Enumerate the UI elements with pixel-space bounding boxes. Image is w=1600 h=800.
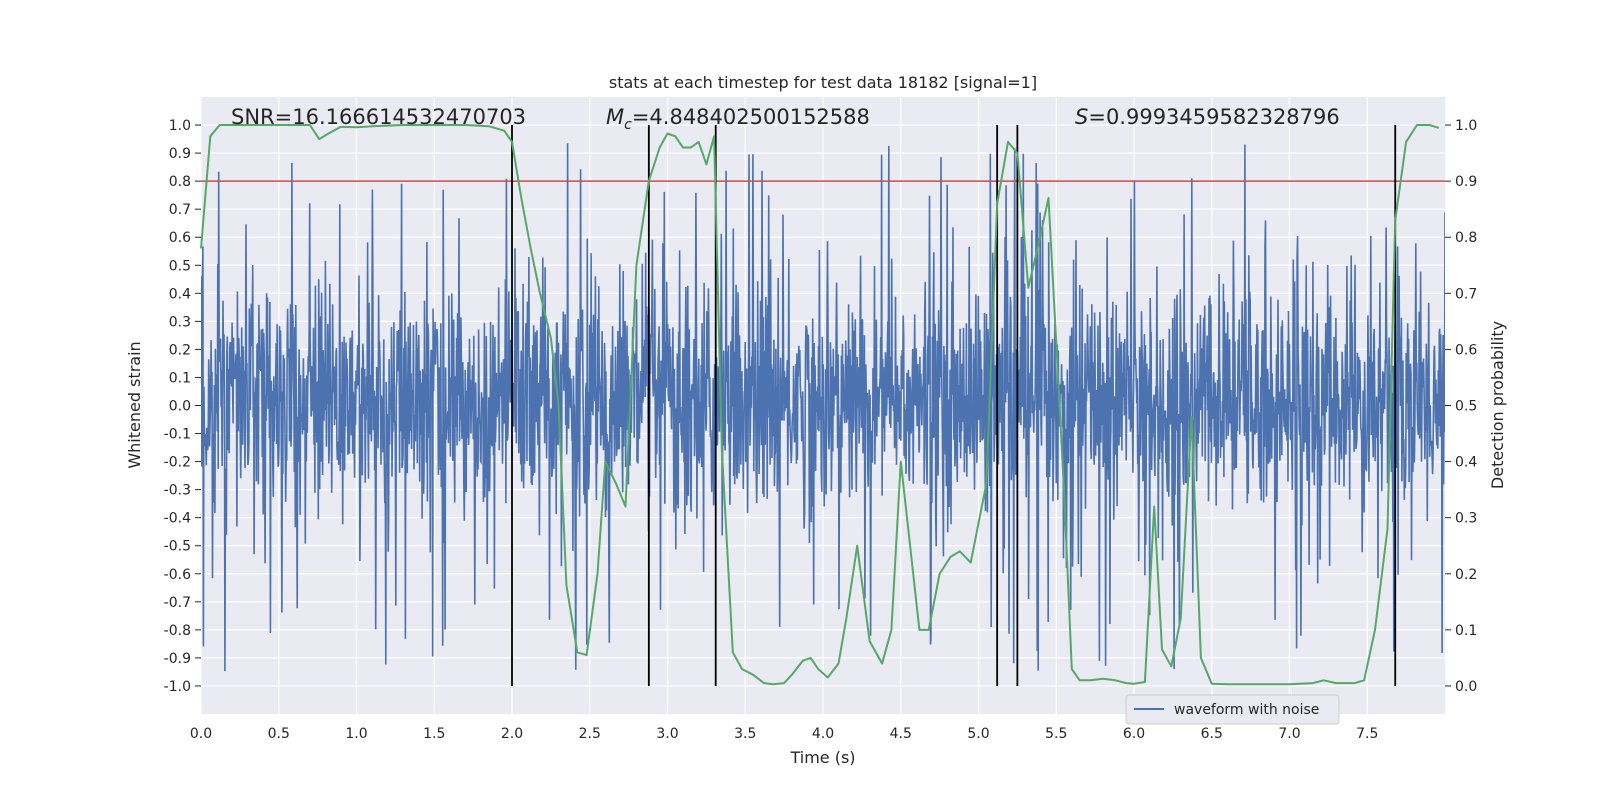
y-tick-label-14: 0.4 — [169, 286, 191, 302]
y2-axis-label: Detection probability — [1488, 321, 1507, 489]
y2-tick-label-3: 0.3 — [1455, 511, 1477, 527]
waveform-series — [201, 143, 1445, 672]
legend-box — [1125, 694, 1340, 725]
chart-title: stats at each timestep for test data 181… — [609, 73, 1037, 92]
x-ticks: 0.0 0.5 1.0 1.5 2.0 2.5 3.0 3.5 4.0 4.5 5.0 5.5 6.0 6… — [190, 726, 1379, 742]
y-tick-label-4: -0.6 — [164, 567, 191, 583]
x-tick-label-2: 1.0 — [345, 726, 367, 742]
y-tick-label-18: 0.8 — [169, 174, 191, 190]
x-tick-label-3: 1.5 — [423, 726, 445, 742]
y2-tick-label-0: 0.0 — [1455, 679, 1477, 695]
y-tick-label-8: -0.2 — [164, 455, 191, 471]
y-tick-label-11: 0.1 — [169, 370, 191, 386]
chirp-mass-annotation: Mc=4.848402500152588 — [606, 105, 870, 133]
y-tick-label-10: 0.0 — [169, 399, 191, 415]
y-tick-label-15: 0.5 — [169, 258, 191, 274]
y2-tick-label-7: 0.7 — [1455, 286, 1477, 302]
y-tick-label-13: 0.3 — [169, 314, 191, 330]
y-axis-label: Whitened strain — [125, 341, 144, 468]
y2-tick-label-5: 0.5 — [1455, 399, 1477, 415]
y-tick-label-6: -0.4 — [164, 511, 191, 527]
x-tick-label-5: 2.5 — [579, 726, 601, 742]
y-tick-label-12: 0.2 — [169, 342, 191, 358]
y2-tick-label-4: 0.4 — [1455, 455, 1477, 471]
y-tick-label-7: -0.3 — [164, 483, 191, 499]
x-tick-label-10: 5.0 — [967, 726, 989, 742]
x-tick-label-14: 7.0 — [1278, 726, 1300, 742]
x-tick-label-11: 5.5 — [1045, 726, 1067, 742]
y-tick-label-5: -0.5 — [164, 539, 191, 555]
snr-annotation: SNR=16.166614532470703 — [231, 105, 526, 129]
legend: waveform with noise — [1125, 694, 1340, 725]
x-tick-label-9: 4.5 — [890, 726, 912, 742]
y2-ticks: 0.0 0.1 0.2 0.3 0.4 0.5 0.6 0.7 0.8 0.9 1.0 — [1445, 118, 1477, 695]
x-tick-label-4: 2.0 — [501, 726, 523, 742]
y2-tick-label-1: 0.1 — [1455, 623, 1477, 639]
x-tick-label-15: 7.5 — [1356, 726, 1378, 742]
x-tick-label-12: 6.0 — [1123, 726, 1145, 742]
y-tick-label-16: 0.6 — [169, 230, 191, 246]
x-axis-label: Time (s) — [789, 748, 855, 767]
waveform-line — [201, 143, 1445, 672]
y2-tick-label-8: 0.8 — [1455, 230, 1477, 246]
y-tick-label-0: -1.0 — [164, 679, 191, 695]
y2-tick-label-9: 0.9 — [1455, 174, 1477, 190]
x-tick-label-6: 3.0 — [656, 726, 678, 742]
y-tick-label-9: -0.1 — [164, 427, 191, 443]
s-symbol: S — [1075, 105, 1088, 129]
probability-series — [200, 124, 1440, 686]
legend-label: waveform with noise — [1174, 702, 1319, 718]
y2-tick-label-6: 0.6 — [1455, 342, 1477, 358]
y-tick-label-19: 0.9 — [169, 146, 191, 162]
y-tick-label-20: 1.0 — [169, 118, 191, 134]
chirp-mass-subscript: c — [624, 117, 632, 133]
s-annotation: S=0.9993459582328796 — [1075, 105, 1340, 129]
s-value: =0.9993459582328796 — [1088, 105, 1339, 129]
y2-tick-label-10: 1.0 — [1455, 118, 1477, 134]
y-tick-label-2: -0.8 — [164, 623, 191, 639]
y-tick-label-1: -0.9 — [164, 651, 191, 667]
y-tick-label-3: -0.7 — [164, 595, 191, 611]
x-tick-label-7: 3.5 — [734, 726, 756, 742]
y-ticks: -1.0 -0.9 -0.8 -0.7 -0.6 -0.5 -0.4 -0.3 -0.2 -0.1… — [164, 118, 201, 695]
y-tick-label-17: 0.7 — [169, 202, 191, 218]
chirp-mass-value: =4.848402500152588 — [632, 105, 870, 129]
x-tick-label-0: 0.0 — [190, 726, 212, 742]
y2-tick-label-2: 0.2 — [1455, 567, 1477, 583]
probability-line — [200, 124, 1440, 686]
x-tick-label-8: 4.0 — [812, 726, 834, 742]
x-tick-label-1: 0.5 — [268, 726, 290, 742]
chirp-mass-symbol: M — [606, 105, 624, 129]
x-tick-label-13: 6.5 — [1201, 726, 1223, 742]
